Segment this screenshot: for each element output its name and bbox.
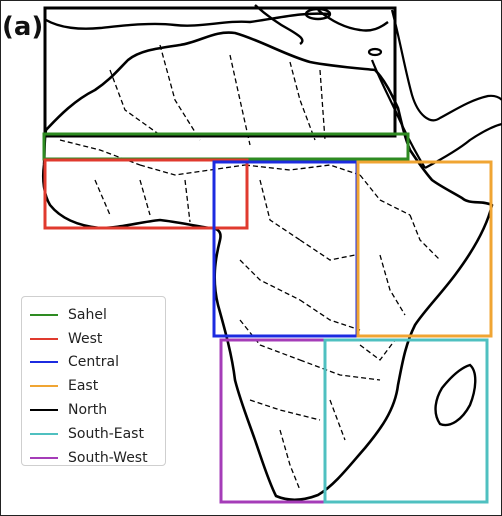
region-box-east bbox=[356, 160, 493, 338]
africa-coastline bbox=[41, 31, 494, 501]
middle-east-coastline bbox=[390, 9, 502, 122]
legend-label-east: East bbox=[68, 378, 99, 395]
legend-swatch-east bbox=[30, 385, 58, 388]
legend-item-central: Central bbox=[30, 351, 157, 375]
legend-label-south-east: South-East bbox=[68, 425, 144, 442]
legend-item-north: North bbox=[30, 398, 157, 422]
region-box-central bbox=[212, 160, 359, 338]
legend-label-north: North bbox=[68, 402, 108, 419]
legend-swatch-west bbox=[30, 337, 58, 340]
legend-item-sahel: Sahel bbox=[30, 303, 157, 327]
madagascar-island bbox=[434, 363, 477, 427]
legend-item-east: East bbox=[30, 374, 157, 398]
legend: Sahel West Central East North South-East… bbox=[21, 296, 166, 466]
region-box-sahel bbox=[42, 132, 410, 161]
legend-swatch-central bbox=[30, 361, 58, 364]
europe-coastline bbox=[45, 12, 331, 30]
legend-swatch-sahel bbox=[30, 313, 58, 316]
legend-item-south-west: South-West bbox=[30, 446, 157, 470]
legend-label-south-west: South-West bbox=[68, 449, 148, 466]
cyprus-island bbox=[367, 47, 383, 57]
legend-item-west: West bbox=[30, 327, 157, 351]
legend-item-south-east: South-East bbox=[30, 422, 157, 446]
greece-coastline bbox=[317, 9, 389, 32]
panel-label: (a) bbox=[2, 12, 44, 42]
legend-swatch-south-east bbox=[30, 432, 58, 435]
legend-swatch-north bbox=[30, 409, 58, 412]
legend-label-central: Central bbox=[68, 354, 119, 371]
region-box-south-west bbox=[219, 338, 327, 504]
region-box-west bbox=[43, 158, 249, 230]
country-borders bbox=[59, 44, 441, 491]
legend-label-west: West bbox=[68, 330, 103, 347]
legend-label-sahel: Sahel bbox=[68, 306, 107, 323]
region-box-south-east bbox=[323, 338, 489, 504]
region-box-north bbox=[43, 6, 397, 138]
legend-swatch-south-west bbox=[30, 456, 58, 459]
italy-coastline bbox=[254, 4, 304, 45]
